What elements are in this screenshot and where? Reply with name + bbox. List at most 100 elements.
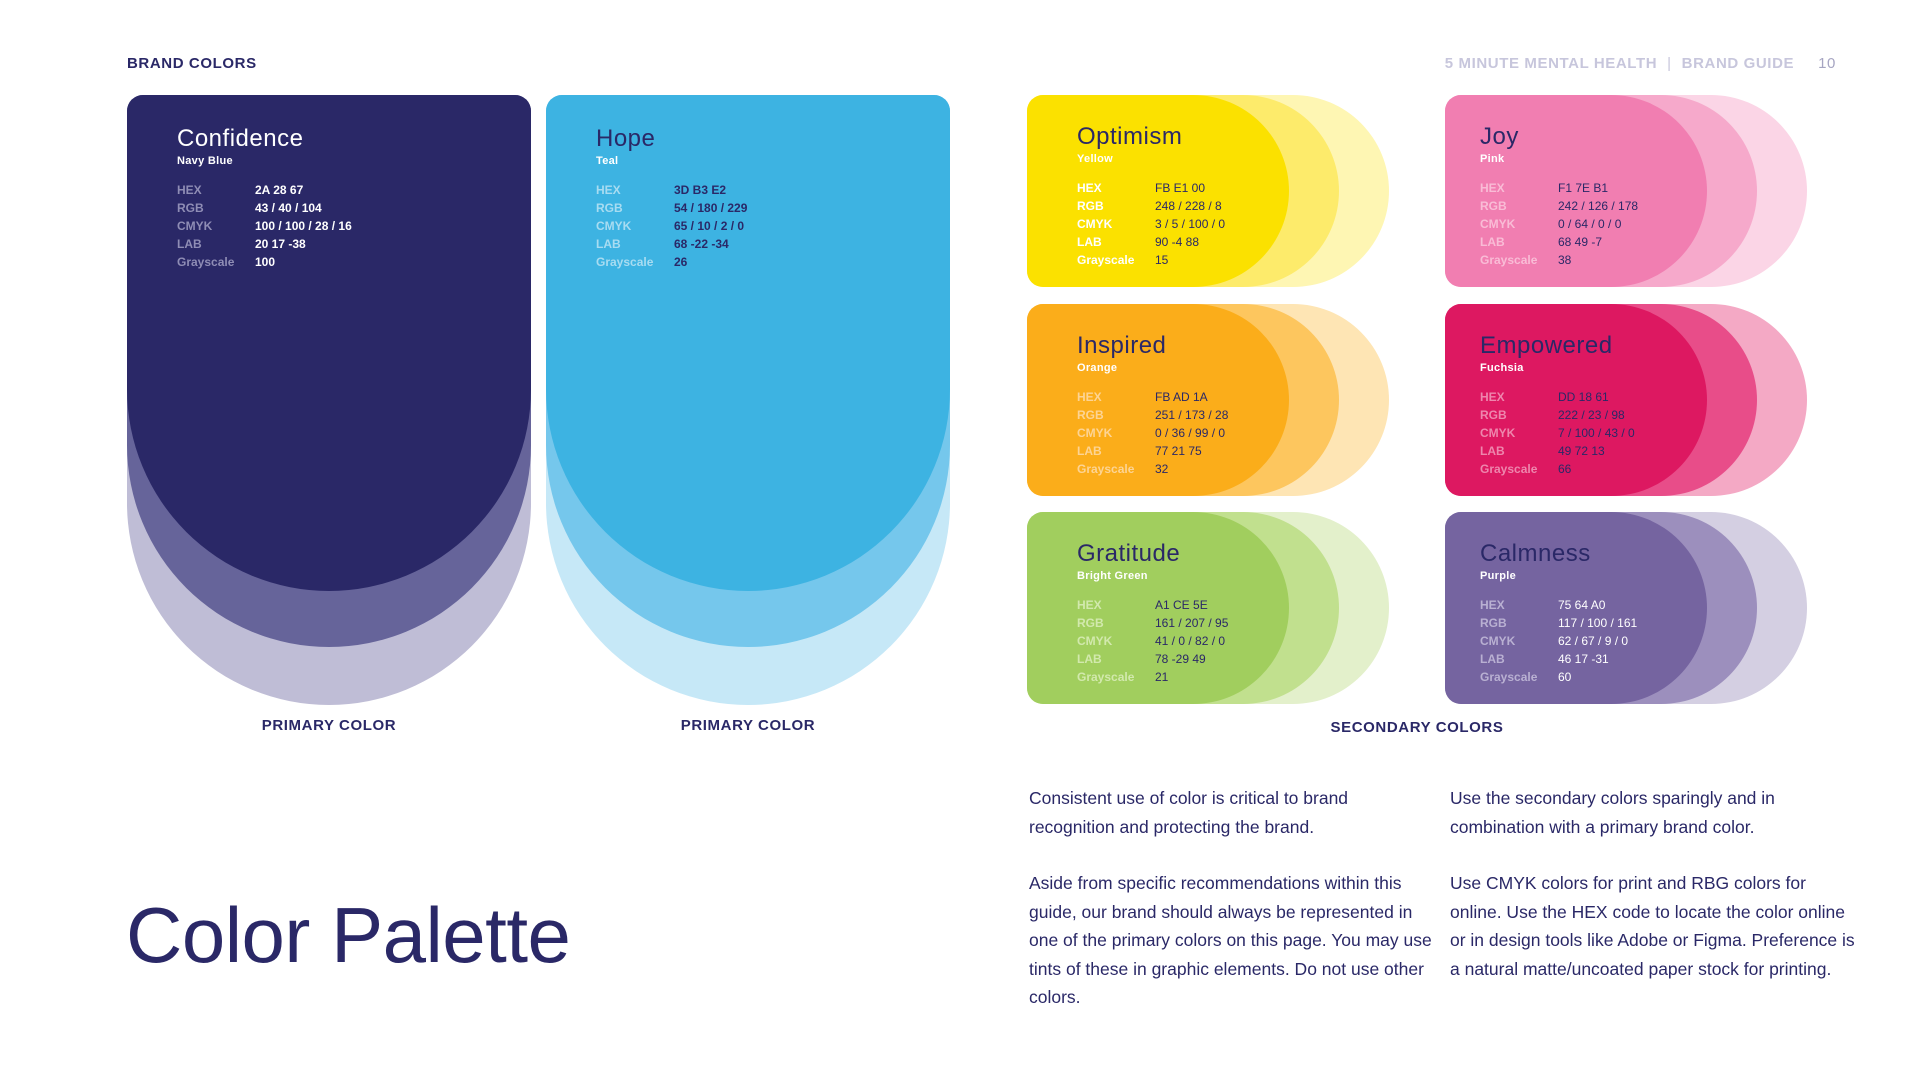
spec-grayscale: 32	[1155, 462, 1169, 476]
spec-lab: 49 72 13	[1558, 444, 1605, 458]
swatch-base	[546, 95, 950, 591]
spec-grayscale: 26	[674, 255, 688, 269]
page-header: 5 MINUTE MENTAL HEALTH | BRAND GUIDE 10	[1445, 55, 1836, 72]
spec-rgb: 117 / 100 / 161	[1558, 616, 1638, 630]
swatch-base	[1445, 512, 1707, 704]
spec-cmyk: 62 / 67 / 9 / 0	[1558, 634, 1629, 648]
spec-label: CMYK	[596, 219, 632, 233]
spec-hex: 2A 28 67	[255, 183, 304, 197]
spec-label: HEX	[1480, 598, 1505, 612]
secondary-swatch-joy: Joy Pink HEX F1 7E B1 RGB 242 / 126 / 178 …	[1445, 95, 1807, 287]
spec-hex: FB AD 1A	[1155, 390, 1208, 404]
header-separator: |	[1667, 55, 1672, 72]
spec-label: LAB	[1077, 235, 1102, 249]
spec-label: Grayscale	[1077, 253, 1135, 267]
spec-hex: 75 64 A0	[1558, 598, 1606, 612]
spec-label: LAB	[177, 237, 202, 251]
body-column-left: Consistent use of color is critical to b…	[1029, 784, 1435, 1040]
spec-label: RGB	[1077, 616, 1104, 630]
spec-label: HEX	[596, 183, 621, 197]
swatch-info: Joy Pink HEX F1 7E B1 RGB 242 / 126 / 178 …	[1480, 123, 1638, 269]
paragraph: Consistent use of color is critical to b…	[1029, 788, 1349, 837]
spec-label: HEX	[1077, 181, 1102, 195]
primary-swatch-confidence: Confidence Navy Blue HEX 2A 28 67 RGB 43 /…	[127, 95, 531, 705]
spec-grayscale: 66	[1558, 462, 1572, 476]
spec-label: RGB	[1480, 199, 1507, 213]
spec-label: Grayscale	[1077, 462, 1135, 476]
swatch-name: Gratitude	[1077, 540, 1181, 567]
swatch-name: Calmness	[1480, 540, 1591, 567]
swatch-base	[1027, 304, 1289, 496]
spec-rgb: 251 / 173 / 28	[1155, 408, 1229, 422]
swatch-name: Hope	[596, 125, 656, 152]
secondary-swatch-inspired: Inspired Orange HEX FB AD 1A RGB 251 / 173…	[1027, 304, 1389, 496]
spec-label: LAB	[1077, 652, 1102, 666]
page-title: Color Palette	[126, 891, 571, 979]
swatch-name: Confidence	[177, 125, 304, 152]
spec-lab: 90 -4 88	[1155, 235, 1200, 249]
spec-label: LAB	[596, 237, 621, 251]
spec-table: HEX 2A 28 67 RGB 43 / 40 / 104 CMYK 100 / 1…	[177, 181, 352, 271]
swatch-subname: Purple	[1480, 570, 1517, 582]
spec-grayscale: 60	[1558, 670, 1572, 684]
spec-cmyk: 7 / 100 / 43 / 0	[1558, 426, 1635, 440]
spec-table: HEX FB AD 1A RGB 251 / 173 / 28 CMYK 0 / 36…	[1077, 388, 1228, 478]
spec-grayscale: 21	[1155, 670, 1169, 684]
swatch-base	[1027, 512, 1289, 704]
secondary-swatch-calmness: Calmness Purple HEX 75 64 A0 RGB 117 / 100…	[1445, 512, 1807, 704]
swatch-name: Optimism	[1077, 123, 1183, 150]
swatch-subname: Orange	[1077, 362, 1118, 374]
swatch-base	[127, 95, 531, 591]
paragraph: Use CMYK colors for print and RBG colors…	[1450, 873, 1855, 979]
page-number: 10	[1818, 55, 1836, 72]
secondary-swatch-optimism: Optimism Yellow HEX FB E1 00 RGB 248 / 228…	[1027, 95, 1389, 287]
spec-rgb: 242 / 126 / 178	[1558, 199, 1639, 213]
spec-label: RGB	[1077, 408, 1104, 422]
spec-cmyk: 41 / 0 / 82 / 0	[1155, 634, 1226, 648]
swatch-base	[1027, 95, 1289, 287]
spec-label: Grayscale	[1480, 253, 1538, 267]
spec-rgb: 54 / 180 / 229	[674, 201, 748, 215]
spec-label: RGB	[177, 201, 204, 215]
swatch-subname: Fuchsia	[1480, 362, 1524, 374]
swatch-subname: Navy Blue	[177, 155, 233, 167]
spec-label: RGB	[1077, 199, 1104, 213]
spec-table: HEX 75 64 A0 RGB 117 / 100 / 161 CMYK 62 / …	[1480, 596, 1637, 686]
swatch-name: Inspired	[1077, 332, 1167, 359]
spec-label: Grayscale	[1077, 670, 1135, 684]
section-label: BRAND COLORS	[127, 55, 257, 72]
spec-label: RGB	[596, 201, 623, 215]
spec-label: LAB	[1480, 235, 1505, 249]
spec-cmyk: 3 / 5 / 100 / 0	[1155, 217, 1226, 231]
spec-table: HEX A1 CE 5E RGB 161 / 207 / 95 CMYK 41 / 0…	[1077, 596, 1228, 686]
spec-label: CMYK	[1077, 217, 1113, 231]
spec-label: CMYK	[1480, 634, 1516, 648]
spec-label: CMYK	[1077, 426, 1113, 440]
doc-title: 5 MINUTE MENTAL HEALTH	[1444, 55, 1658, 72]
spec-rgb: 248 / 228 / 8	[1155, 199, 1222, 213]
spec-lab: 77 21 75	[1155, 444, 1202, 458]
paragraph: Use the secondary colors sparingly and i…	[1450, 788, 1775, 837]
spec-label: HEX	[177, 183, 202, 197]
swatch-info: Empowered Fuchsia HEX DD 18 61 RGB 222 / 2…	[1480, 332, 1635, 478]
swatch-subname: Teal	[596, 155, 619, 167]
swatch-info: Calmness Purple HEX 75 64 A0 RGB 117 / 100…	[1480, 540, 1637, 686]
spec-label: HEX	[1480, 181, 1505, 195]
swatch-info: Hope Teal HEX 3D B3 E2 RGB 54 / 180 / 229 …	[596, 125, 747, 271]
spec-hex: F1 7E B1	[1558, 181, 1609, 195]
spec-rgb: 43 / 40 / 104	[255, 201, 322, 215]
spec-label: CMYK	[1480, 426, 1516, 440]
swatch-base	[1445, 304, 1707, 496]
swatch-info: Optimism Yellow HEX FB E1 00 RGB 248 / 228…	[1077, 123, 1225, 269]
spec-grayscale: 100	[255, 255, 276, 269]
primary-caption: PRIMARY COLOR	[680, 717, 816, 734]
primary-caption: PRIMARY COLOR	[261, 717, 397, 734]
body-column-right: Use the secondary colors sparingly and i…	[1450, 784, 1856, 1011]
spec-rgb: 161 / 207 / 95	[1155, 616, 1229, 630]
spec-label: Grayscale	[1480, 670, 1538, 684]
spec-table: HEX DD 18 61 RGB 222 / 23 / 98 CMYK 7 / 100…	[1480, 388, 1635, 478]
swatch-info: Gratitude Bright Green HEX A1 CE 5E RGB 16…	[1077, 540, 1228, 686]
spec-table: HEX F1 7E B1 RGB 242 / 126 / 178 CMYK 0 / 6…	[1480, 179, 1638, 269]
spec-label: HEX	[1480, 390, 1505, 404]
spec-label: Grayscale	[1480, 462, 1538, 476]
